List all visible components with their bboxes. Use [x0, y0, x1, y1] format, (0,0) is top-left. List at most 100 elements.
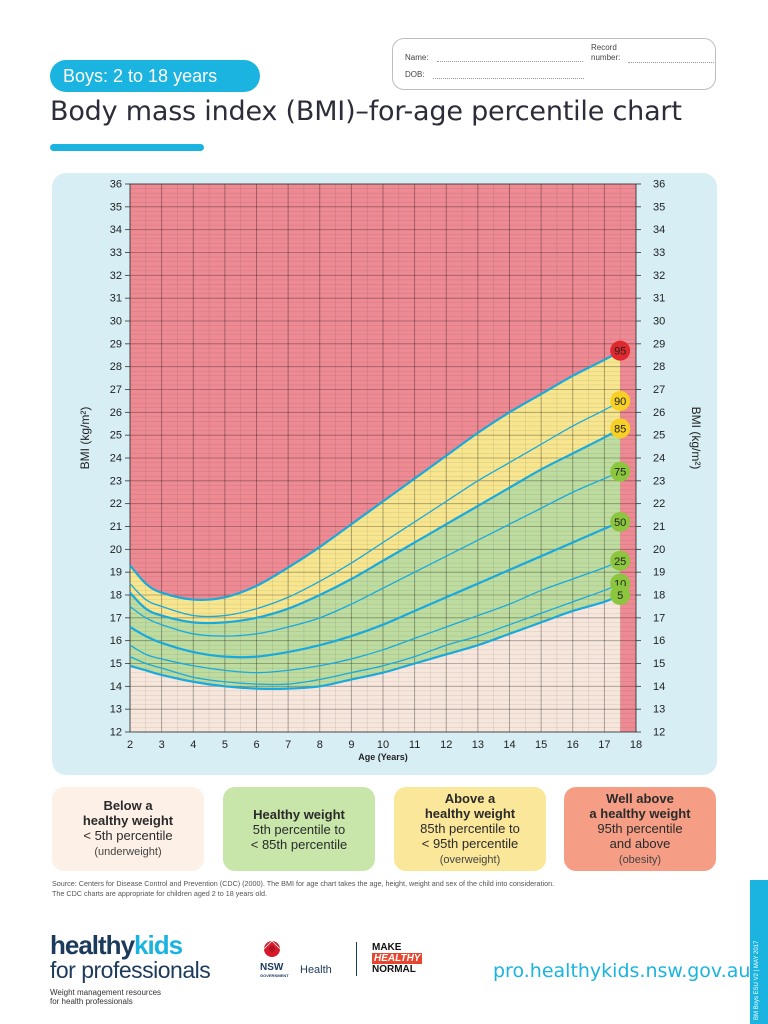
- y-tick-label-left: 29: [110, 338, 122, 350]
- percentile-badge-5: [610, 585, 631, 605]
- make-healthy-normal-logo: MAKE HEALTHY NORMAL: [372, 942, 428, 975]
- y-tick-label-left: 33: [110, 247, 122, 259]
- category-title: healthy weight: [424, 805, 516, 821]
- x-tick-label: 10: [377, 739, 389, 751]
- x-tick-label: 15: [535, 739, 547, 751]
- percentile-line-50: [129, 520, 621, 659]
- y-tick-label-right: 24: [653, 453, 665, 465]
- doc-code: BM Boys ESU V2 | MAY 2017: [754, 940, 760, 1020]
- percentile-badge-label: 90: [614, 396, 626, 408]
- y-tick-label-right: 19: [653, 567, 665, 579]
- source-note: Source: Centers for Disease Control and …: [52, 879, 692, 898]
- category-range: < 85th percentile: [250, 836, 348, 852]
- percentile-badge-label: 25: [614, 556, 626, 568]
- y-tick-label-right: 34: [653, 224, 665, 236]
- x-tick-label: 16: [567, 739, 579, 751]
- percentile-badge-label: 50: [614, 517, 626, 529]
- name-field[interactable]: [436, 54, 583, 62]
- logo-text: HEALTHY: [372, 953, 423, 964]
- logo-divider: [356, 942, 357, 976]
- dob-label: DOB:: [405, 70, 425, 79]
- y-tick-label-right: 13: [653, 704, 665, 716]
- dob-field[interactable]: [432, 71, 584, 79]
- percentile-badge-label: 5: [617, 590, 623, 602]
- y-tick-label-right: 14: [653, 681, 665, 693]
- x-tick-label: 7: [285, 739, 291, 751]
- y-tick-label-right: 18: [653, 590, 665, 602]
- y-tick-label-left: 32: [110, 270, 122, 282]
- y-tick-label-right: 23: [653, 475, 665, 487]
- y-tick-label-left: 34: [110, 224, 122, 236]
- category-overweight: Above a healthy weight 85th percentile t…: [394, 787, 546, 871]
- x-tick-label: 11: [409, 739, 420, 751]
- y-tick-label-left: 21: [110, 521, 122, 533]
- x-tick-label: 18: [630, 739, 642, 751]
- logo-text: for professionals: [50, 957, 211, 983]
- y-axis-label-right: BMI (kg/m²): [689, 407, 703, 470]
- category-title: Above a: [444, 790, 496, 806]
- record-box: Name: DOB: Record number:: [392, 38, 716, 90]
- percentile-line-25: [129, 560, 621, 674]
- y-tick-label-left: 35: [110, 201, 122, 213]
- chart-panel: 12 12 13 13 14 14 15 15 16 16 17 17 18 18 19 19 20 20 21 21…: [52, 173, 717, 775]
- record-number-field[interactable]: [628, 55, 715, 63]
- source-line: The CDC charts are appropriate for child…: [52, 888, 267, 898]
- y-tick-label-right: 32: [653, 270, 665, 282]
- y-tick-label-left: 14: [110, 681, 122, 693]
- y-tick-label-right: 29: [653, 338, 665, 350]
- percentile-line-90: [129, 400, 621, 618]
- waratah-icon: [263, 940, 281, 957]
- x-tick-label: 4: [190, 739, 196, 751]
- website-link[interactable]: pro.healthykids.nsw.gov.au: [493, 960, 751, 982]
- y-tick-label-left: 23: [110, 475, 122, 487]
- source-line: Source: Centers for Disease Control and …: [52, 879, 555, 888]
- x-tick-label: 5: [222, 739, 228, 751]
- category-range: 5th percentile to: [252, 821, 346, 837]
- x-tick-label: 9: [348, 739, 354, 751]
- percentile-badge-label: 75: [614, 467, 626, 479]
- y-tick-label-left: 25: [110, 430, 122, 442]
- y-tick-label-right: 20: [653, 544, 665, 556]
- category-title: Healthy weight: [253, 806, 345, 822]
- x-tick-label: 17: [598, 739, 610, 751]
- category-range: < 95th percentile: [421, 835, 519, 851]
- percentile-badge-50: [610, 511, 631, 532]
- category-range: 95th percentile: [597, 820, 683, 836]
- y-tick-label-left: 18: [110, 590, 122, 602]
- nsw-gov-text: GOVERNMENT: [260, 973, 289, 978]
- subtitle-pill: Boys: 2 to 18 years: [50, 60, 260, 92]
- y-tick-label-left: 27: [110, 384, 122, 396]
- logo-tagline: for health professionals: [50, 997, 133, 1006]
- percentile-badge-85: [610, 418, 631, 439]
- health-text: Health: [300, 964, 332, 976]
- nsw-text: NSW: [260, 962, 284, 973]
- y-tick-label-left: 15: [110, 658, 122, 670]
- category-title: healthy weight: [82, 813, 174, 828]
- x-axis-label: Age (Years): [358, 752, 408, 762]
- y-tick-label-left: 28: [110, 361, 122, 373]
- y-tick-label-right: 35: [653, 201, 665, 213]
- side-strip: BM Boys ESU V2 | MAY 2017: [750, 880, 768, 1024]
- y-tick-label-right: 36: [653, 179, 665, 191]
- category-obesity: Well above a healthy weight 95th percent…: [564, 787, 716, 871]
- percentile-badge-label: 85: [614, 423, 626, 435]
- y-tick-label-right: 31: [653, 293, 665, 305]
- x-tick-label: 2: [127, 739, 133, 751]
- x-tick-label: 13: [472, 739, 484, 751]
- percentile-badge-25: [610, 550, 631, 571]
- category-note: (underweight): [94, 846, 162, 858]
- y-tick-label-left: 22: [110, 498, 122, 510]
- category-title: a healthy weight: [589, 805, 691, 821]
- percentile-line-95: [129, 349, 621, 601]
- y-tick-label-left: 36: [110, 179, 122, 191]
- y-tick-label-right: 16: [653, 635, 665, 647]
- percentile-badge-95: [610, 340, 631, 361]
- y-tick-label-left: 20: [110, 544, 122, 556]
- logo-text: MAKE: [372, 942, 402, 953]
- y-tick-label-right: 15: [653, 658, 665, 670]
- y-tick-label-left: 16: [110, 635, 122, 647]
- nsw-health-logo: NSW GOVERNMENT Health: [258, 940, 348, 980]
- y-tick-label-right: 17: [653, 612, 665, 624]
- category-healthy: Healthy weight 5th percentile to < 85th …: [223, 787, 375, 871]
